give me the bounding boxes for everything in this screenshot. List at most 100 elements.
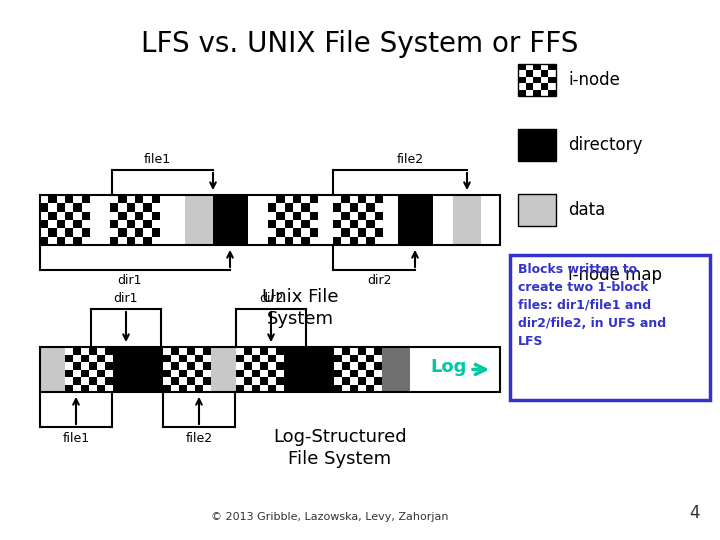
Bar	[40, 347, 500, 392]
Bar	[179, 347, 187, 354]
Bar	[350, 377, 358, 384]
Bar	[358, 204, 366, 212]
Bar	[518, 70, 526, 77]
Bar	[203, 384, 211, 392]
Bar	[252, 354, 260, 362]
Bar	[374, 204, 383, 212]
Bar	[383, 195, 398, 245]
Bar	[236, 377, 244, 384]
Bar	[358, 354, 366, 362]
Bar	[152, 195, 160, 204]
Bar	[293, 212, 302, 220]
Bar	[366, 362, 374, 369]
Bar	[244, 347, 252, 354]
Bar	[293, 237, 302, 245]
Bar	[358, 195, 366, 204]
Bar	[541, 83, 549, 90]
Bar	[195, 384, 203, 392]
Bar	[276, 220, 284, 228]
Bar	[366, 369, 374, 377]
Bar	[187, 354, 195, 362]
Bar	[81, 354, 89, 362]
Text: dir1: dir1	[118, 274, 143, 287]
Bar	[195, 369, 203, 377]
Bar	[195, 347, 203, 354]
Bar	[195, 377, 203, 384]
Bar	[57, 212, 65, 220]
Bar	[268, 354, 276, 362]
Bar	[127, 237, 135, 245]
Bar	[135, 212, 143, 220]
Bar	[453, 195, 481, 245]
Bar	[518, 129, 556, 161]
Bar	[40, 204, 48, 212]
Bar	[268, 362, 276, 369]
Bar	[518, 194, 556, 226]
Bar	[333, 204, 341, 212]
Bar	[284, 212, 293, 220]
Bar	[110, 220, 118, 228]
Bar	[526, 83, 534, 90]
Bar	[40, 347, 500, 392]
Bar	[65, 362, 73, 369]
Bar	[81, 377, 89, 384]
Bar	[382, 347, 410, 392]
Bar	[366, 204, 374, 212]
Bar	[127, 204, 135, 212]
Bar	[260, 369, 268, 377]
Text: file1: file1	[63, 432, 89, 445]
Bar	[179, 369, 187, 377]
Bar	[57, 220, 65, 228]
Bar	[40, 228, 48, 237]
Bar	[236, 347, 244, 354]
Bar	[89, 384, 97, 392]
Bar	[89, 362, 97, 369]
Bar	[171, 362, 179, 369]
Bar	[179, 384, 187, 392]
Bar	[350, 362, 358, 369]
Bar	[40, 237, 48, 245]
Bar	[252, 377, 260, 384]
Bar	[334, 377, 342, 384]
Bar	[276, 195, 284, 204]
Bar	[333, 212, 341, 220]
Bar	[143, 237, 152, 245]
Bar	[195, 362, 203, 369]
Bar	[81, 204, 90, 212]
Bar	[252, 369, 260, 377]
Bar	[350, 384, 358, 392]
Bar	[73, 204, 81, 212]
Text: data: data	[568, 201, 606, 219]
Bar	[342, 369, 350, 377]
Bar	[48, 204, 57, 212]
Bar	[549, 77, 556, 83]
Bar	[73, 384, 81, 392]
Bar	[40, 195, 48, 204]
Bar	[526, 70, 534, 77]
Bar	[358, 362, 366, 369]
Bar	[366, 195, 374, 204]
Bar	[374, 347, 382, 354]
Bar	[97, 369, 105, 377]
Bar	[350, 220, 358, 228]
Bar	[541, 64, 549, 70]
Bar	[65, 347, 73, 354]
Bar	[252, 362, 260, 369]
Bar	[284, 228, 293, 237]
Bar	[48, 237, 57, 245]
Bar	[276, 369, 284, 377]
Bar	[350, 354, 358, 362]
Bar	[65, 354, 73, 362]
Bar	[40, 195, 500, 245]
Bar	[57, 228, 65, 237]
Bar	[342, 354, 350, 362]
Bar	[518, 64, 526, 70]
Bar	[284, 220, 293, 228]
Bar	[358, 369, 366, 377]
Bar	[65, 204, 73, 212]
Bar	[81, 220, 90, 228]
Bar	[81, 369, 89, 377]
Bar	[236, 362, 244, 369]
Bar	[57, 204, 65, 212]
Bar	[276, 384, 284, 392]
